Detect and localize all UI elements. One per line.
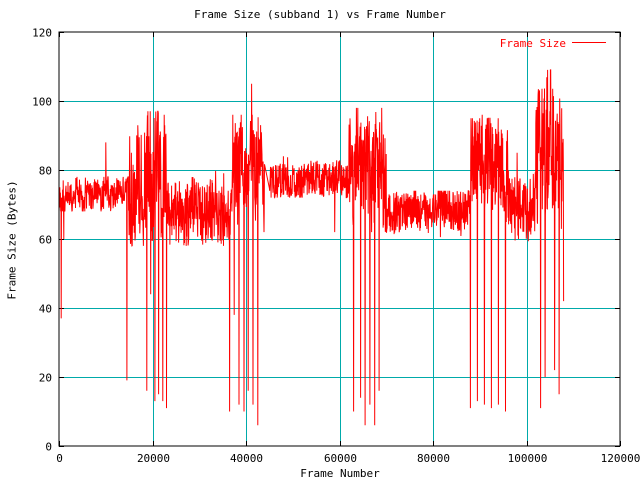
y-tick-label: 120	[32, 27, 52, 40]
y-tick-label: 60	[39, 234, 52, 247]
y-axis-label: Frame Size (Bytes)	[5, 180, 19, 300]
y-tick-label: 0	[45, 441, 52, 454]
y-tick-label: 80	[39, 165, 52, 178]
x-tick-label: 100000	[508, 452, 548, 465]
plot-frame	[58, 31, 621, 447]
x-tick-label: 40000	[230, 452, 263, 465]
frame-size-line	[58, 69, 565, 426]
x-tick-label: 20000	[137, 452, 170, 465]
y-tick-label: 20	[39, 372, 52, 385]
x-axis-label: Frame Number	[300, 467, 380, 480]
plot-area	[58, 69, 565, 426]
y-tick-label: 100	[32, 96, 52, 109]
y-tick-label: 40	[39, 303, 52, 316]
x-tick-label: 120000	[601, 452, 640, 465]
chart-title: Frame Size (subband 1) vs Frame Number	[194, 8, 446, 21]
x-tick-label: 80000	[417, 452, 450, 465]
x-tick-label: 0	[56, 452, 63, 465]
legend-label: Frame Size	[499, 37, 566, 50]
x-tick-label: 60000	[324, 452, 357, 465]
axis-ticks: 0 20000 40000 60000 80000 100000 120000 0 20 40 60…	[32, 27, 640, 466]
